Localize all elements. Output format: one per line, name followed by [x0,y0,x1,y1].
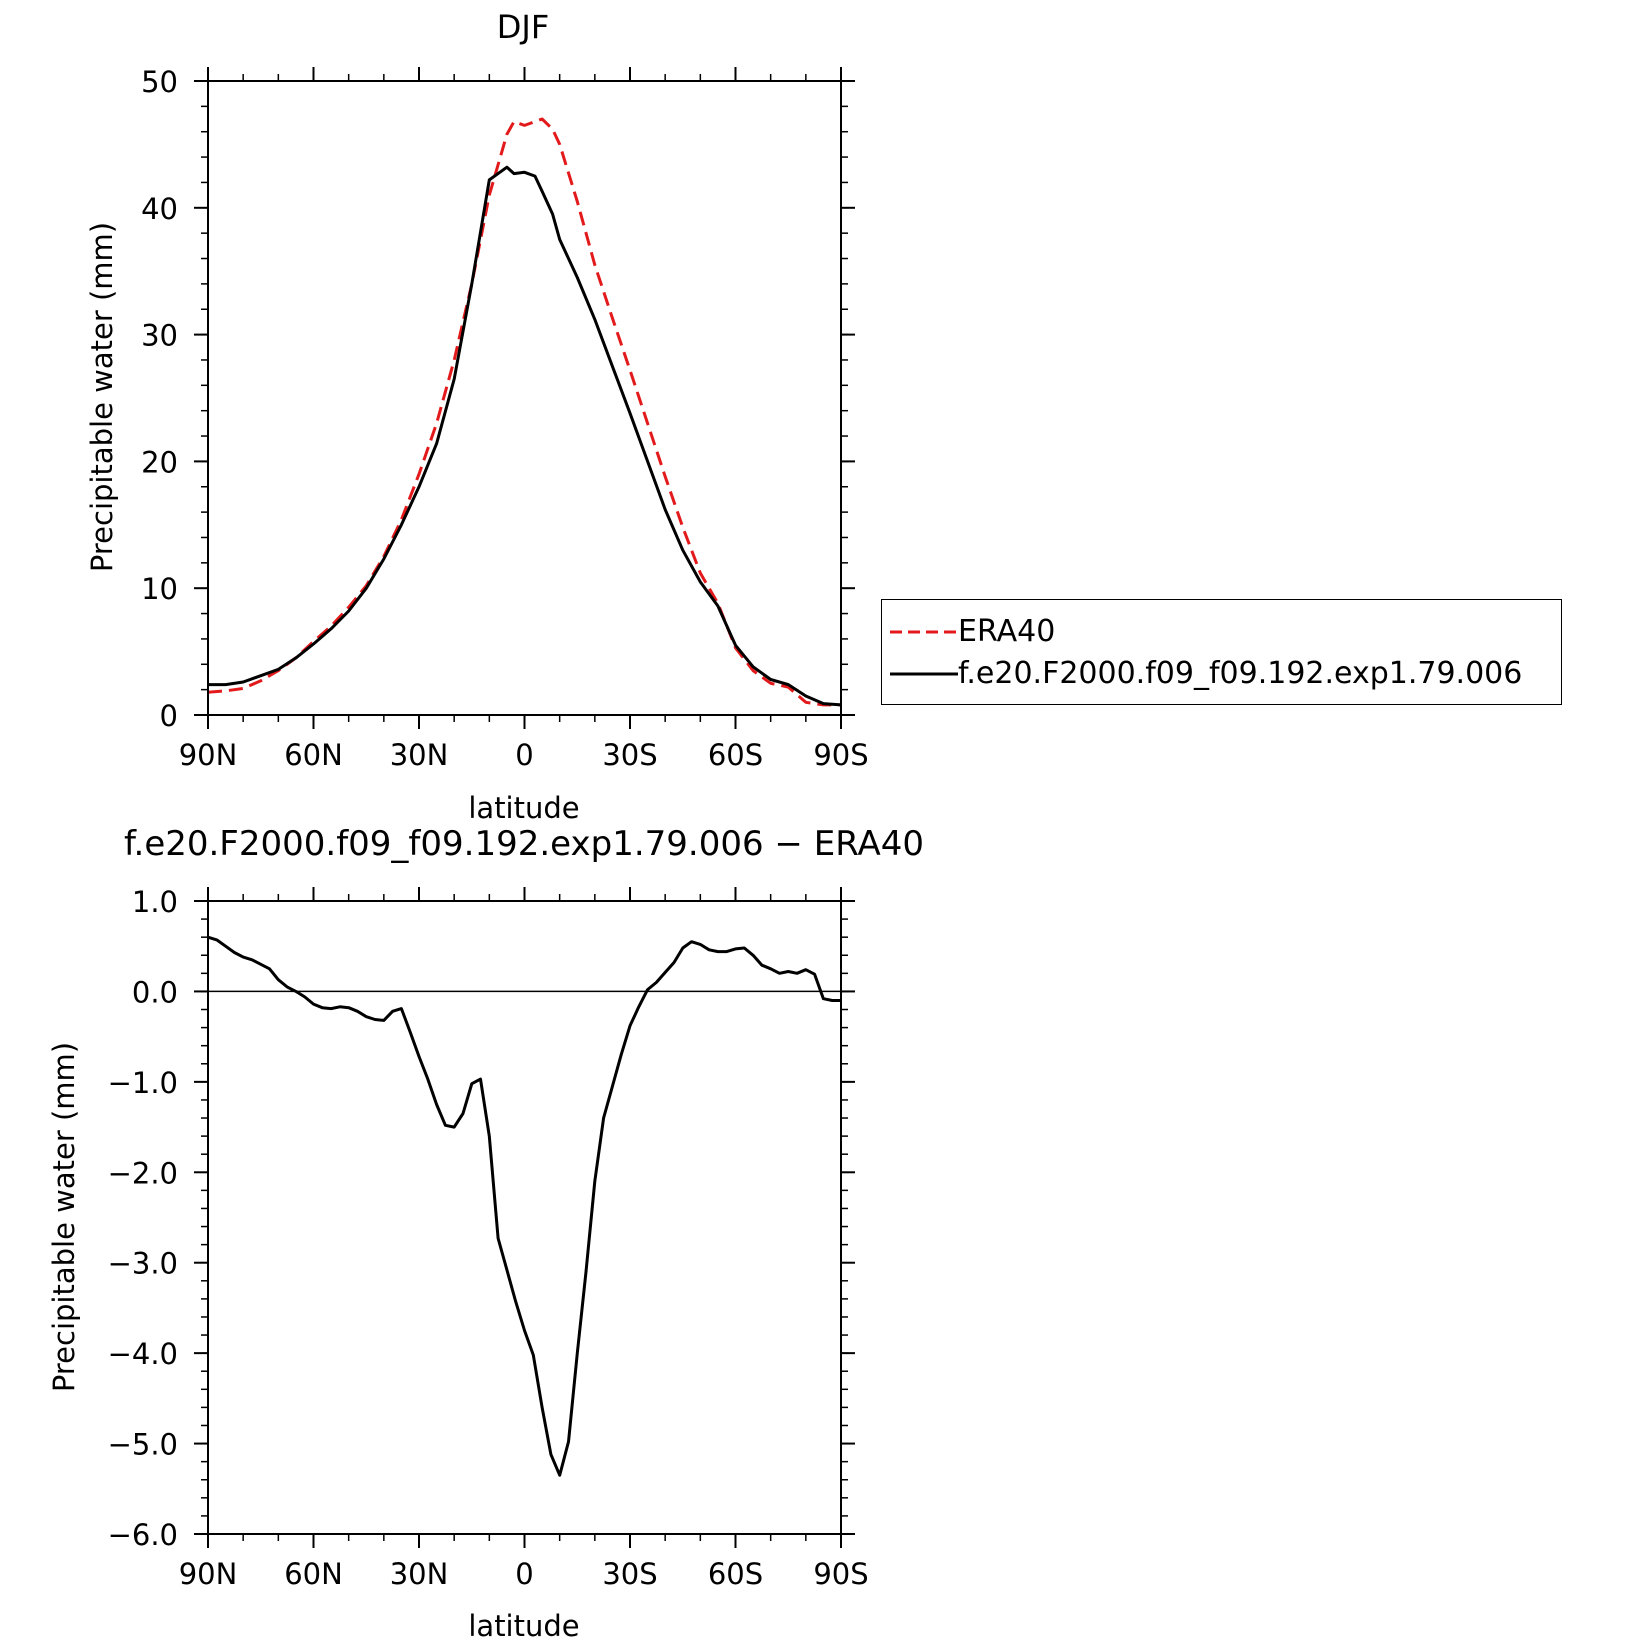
x-tick-label-top: 60N [284,738,343,772]
x-tick-label-top: 30S [602,738,657,772]
y-tick-label-bottom: −2.0 [108,1156,178,1190]
y-tick-label-bottom: −5.0 [108,1428,178,1462]
chart-bottom: f.e20.F2000.f09_f09.192.exp1.79.006 − ER… [47,824,924,1641]
x-tick-label-bottom: 30S [602,1557,657,1591]
series-line-bottom-series-0 [207,935,841,1477]
x-tick-label-bottom: 60N [284,1557,343,1591]
legend-item-era40: ERA40 [882,615,1561,649]
x-axis-label-bottom: latitude [468,1609,579,1641]
y-tick-label-top: 10 [141,572,178,606]
x-axis-label-top: latitude [468,791,579,825]
plot-frame-top [207,80,842,716]
y-tick-label-top: 40 [141,192,178,226]
y-tick-label-bottom: −6.0 [108,1518,178,1552]
series-line-top-era40 [207,117,841,707]
chart-title-top: DJF [497,8,549,46]
legend-label-model: f.e20.F2000.f09_f09.192.exp1.79.006 [958,656,1523,691]
y-axis-label-bottom: Precipitable water (mm) [47,1042,81,1392]
legend: ERA40 f.e20.F2000.f09_f09.192.exp1.79.00… [881,599,1562,705]
y-tick-label-bottom: −3.0 [108,1247,178,1281]
y-tick-label-top: 30 [141,319,178,353]
x-tick-label-top: 0 [515,738,533,772]
x-tick-label-top: 90S [813,738,868,772]
y-tick-label-top: 0 [160,699,178,733]
legend-item-model: f.e20.F2000.f09_f09.192.exp1.79.006 [882,657,1561,691]
chart-top: DJF 90N 60N 30N 0 30S 60S 90S 0 10 20 30 40 50 latit… [85,8,869,825]
x-tick-label-top: 60S [708,738,763,772]
y-tick-label-top: 50 [141,65,178,99]
y-tick-label-bottom: 0.0 [132,975,178,1009]
legend-swatch-model [890,672,958,676]
x-tick-label-top: 90N [179,738,238,772]
x-tick-label-bottom: 90S [813,1557,868,1591]
y-tick-label-bottom: −1.0 [108,1066,178,1100]
x-tick-label-top: 30N [390,738,449,772]
series-line-top-f-e20-f2000-f09-f09-192-exp1-79-006 [208,165,842,707]
chart-title-bottom: f.e20.F2000.f09_f09.192.exp1.79.006 − ER… [124,824,924,864]
x-tick-label-bottom: 90N [179,1557,238,1591]
x-tick-label-bottom: 30N [390,1557,449,1591]
y-tick-label-top: 20 [141,445,178,479]
y-tick-label-bottom: −4.0 [108,1337,178,1371]
y-tick-label-bottom: 1.0 [132,885,178,919]
x-tick-label-bottom: 60S [708,1557,763,1591]
y-axis-label-top: Precipitable water (mm) [85,222,119,572]
x-tick-label-bottom: 0 [515,1557,533,1591]
legend-swatch-era40 [890,630,958,634]
legend-label-era40: ERA40 [958,614,1056,649]
